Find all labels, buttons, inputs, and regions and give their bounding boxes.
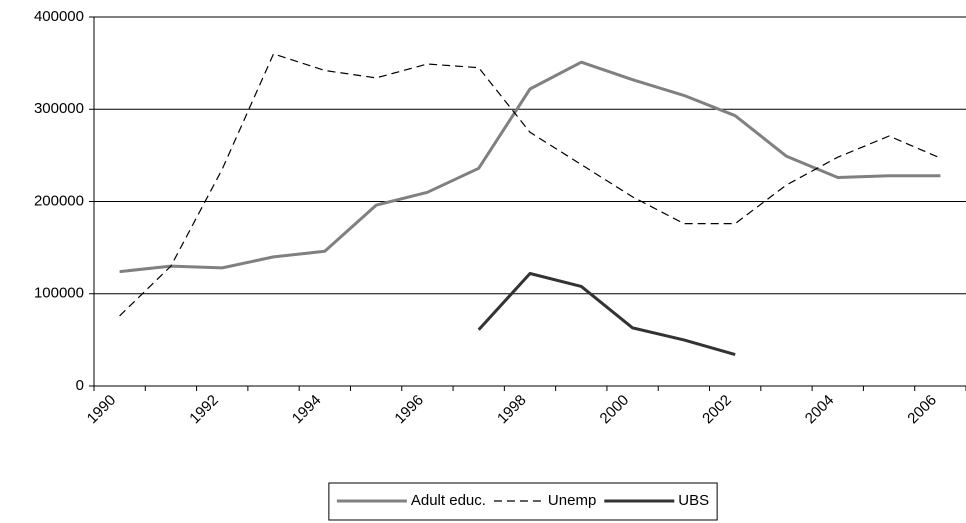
x-tick-label: 2006 bbox=[904, 392, 940, 428]
x-tick-label: 1996 bbox=[391, 392, 427, 428]
legend-label: UBS bbox=[678, 492, 709, 509]
x-tick-label: 2000 bbox=[597, 392, 633, 428]
y-tick-label: 400000 bbox=[34, 8, 84, 25]
x-tick-label: 1992 bbox=[186, 392, 222, 428]
y-tick-label: 300000 bbox=[34, 100, 84, 117]
legend-label: Unemp bbox=[548, 492, 596, 509]
series-line bbox=[477, 272, 736, 357]
legend-label: Adult educ. bbox=[411, 492, 486, 509]
y-tick-label: 100000 bbox=[34, 285, 84, 302]
y-tick-label: 0 bbox=[76, 377, 84, 394]
legend: Adult educ. Unemp UBS bbox=[328, 482, 718, 521]
x-tick-label: 1994 bbox=[289, 392, 325, 428]
series-line bbox=[119, 53, 941, 317]
x-tick-label: 1998 bbox=[494, 392, 530, 428]
y-tick-label: 200000 bbox=[34, 192, 84, 209]
x-tick-label: 2002 bbox=[699, 392, 735, 428]
series-line bbox=[119, 60, 941, 274]
x-tick-label: 2004 bbox=[802, 392, 838, 428]
x-tick-label: 1990 bbox=[84, 392, 120, 428]
